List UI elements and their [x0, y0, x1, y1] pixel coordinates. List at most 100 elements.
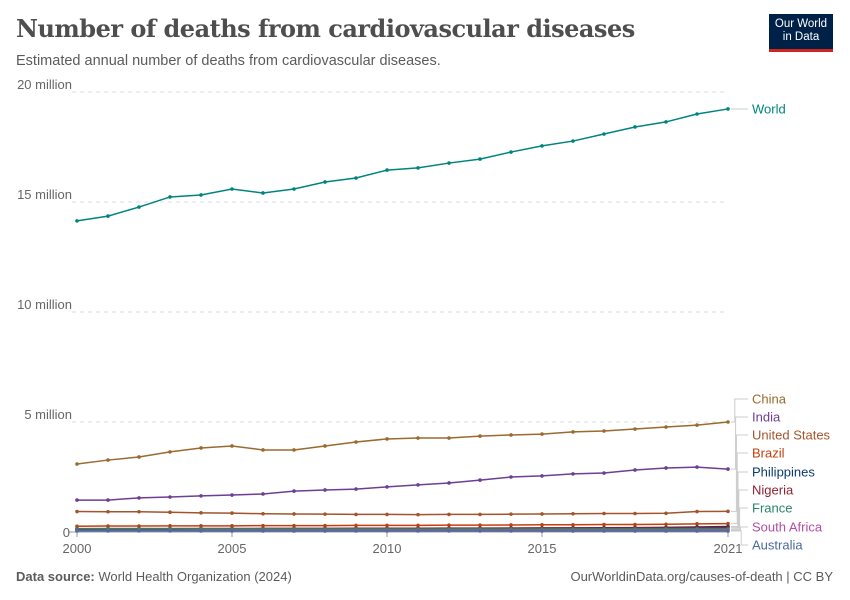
- y-tick-label: 20 million: [17, 77, 72, 92]
- data-source: Data source: World Health Organization (…: [16, 569, 292, 584]
- series-line-china: [76, 421, 729, 465]
- x-tick-label: 2021: [714, 541, 743, 556]
- data-point: [602, 429, 606, 433]
- data-point: [416, 512, 420, 517]
- x-tick-label: 2015: [528, 541, 557, 556]
- data-point: [385, 529, 389, 533]
- label-connector: [731, 452, 748, 525]
- data-point: [354, 487, 358, 491]
- data-point: [106, 509, 110, 514]
- data-point: [168, 510, 172, 514]
- data-point: [447, 481, 451, 485]
- data-point: [199, 494, 203, 498]
- label-connector: [731, 471, 748, 527]
- data-point: [385, 512, 389, 517]
- data-point: [478, 157, 482, 161]
- data-point: [695, 423, 699, 427]
- data-point: [602, 132, 606, 136]
- data-point: [540, 432, 544, 436]
- data-point: [478, 529, 482, 533]
- data-point: [478, 478, 482, 482]
- data-point: [540, 144, 544, 148]
- data-point: [230, 511, 234, 515]
- data-point: [323, 444, 327, 448]
- label-connector: [731, 530, 748, 546]
- data-point: [509, 523, 513, 527]
- data-point: [137, 529, 141, 533]
- footer-link[interactable]: OurWorldinData.org/causes-of-death | CC …: [570, 569, 833, 584]
- data-point: [416, 436, 420, 440]
- series-label: India: [752, 410, 781, 425]
- data-point: [261, 511, 265, 516]
- data-point: [75, 219, 79, 223]
- data-point: [75, 462, 79, 466]
- data-point: [540, 512, 544, 516]
- data-point: [137, 455, 141, 459]
- data-point: [602, 511, 606, 516]
- data-point: [571, 472, 575, 476]
- data-point: [230, 444, 234, 448]
- data-point: [75, 498, 79, 502]
- series-label: World: [752, 101, 786, 116]
- data-point: [509, 475, 513, 479]
- data-point: [323, 529, 327, 533]
- data-point: [726, 521, 730, 526]
- data-point: [292, 523, 296, 528]
- data-point: [106, 529, 110, 533]
- label-connector: [731, 416, 748, 470]
- data-point: [664, 466, 668, 470]
- series-label: France: [752, 501, 792, 516]
- data-point: [261, 529, 265, 533]
- label-connector: [731, 489, 748, 529]
- data-point: [199, 511, 203, 515]
- data-point: [292, 187, 296, 191]
- y-tick-label: 15 million: [17, 187, 72, 202]
- data-point: [726, 529, 730, 533]
- data-point: [509, 512, 513, 516]
- series-line-india: [77, 466, 729, 501]
- data-point: [199, 193, 203, 197]
- data-point: [385, 168, 389, 172]
- series-label: Nigeria: [752, 483, 794, 498]
- data-point: [106, 498, 110, 502]
- owid-logo[interactable]: Our World in Data: [769, 14, 833, 52]
- data-point: [292, 529, 296, 533]
- series-label: Australia: [752, 538, 803, 553]
- data-point: [447, 512, 451, 517]
- data-point: [137, 205, 141, 209]
- data-point: [726, 467, 730, 471]
- data-point: [323, 512, 327, 516]
- data-point: [137, 509, 141, 514]
- data-point: [137, 524, 141, 528]
- data-point: [354, 512, 358, 517]
- data-point: [230, 493, 234, 497]
- data-point: [75, 529, 79, 533]
- data-point: [540, 474, 544, 478]
- data-point: [137, 496, 141, 500]
- data-point: [695, 529, 699, 533]
- data-point: [633, 427, 637, 431]
- data-point: [292, 448, 296, 452]
- data-point: [633, 529, 637, 533]
- series-label: Philippines: [752, 465, 815, 480]
- data-point: [354, 529, 358, 533]
- data-point: [230, 524, 234, 528]
- data-point: [323, 523, 327, 528]
- data-point: [385, 485, 389, 489]
- data-point: [664, 511, 668, 516]
- data-point: [602, 522, 606, 527]
- data-point: [292, 489, 296, 493]
- data-point: [571, 430, 575, 434]
- series-label: Brazil: [752, 446, 785, 461]
- series-line-world: [76, 108, 729, 222]
- data-point: [106, 214, 110, 218]
- data-point: [354, 176, 358, 180]
- data-point: [385, 437, 389, 441]
- data-point: [602, 529, 606, 533]
- data-point: [261, 492, 265, 496]
- data-point: [633, 511, 637, 516]
- series-label: United States: [752, 428, 831, 443]
- data-point: [168, 524, 172, 528]
- data-point: [695, 509, 699, 514]
